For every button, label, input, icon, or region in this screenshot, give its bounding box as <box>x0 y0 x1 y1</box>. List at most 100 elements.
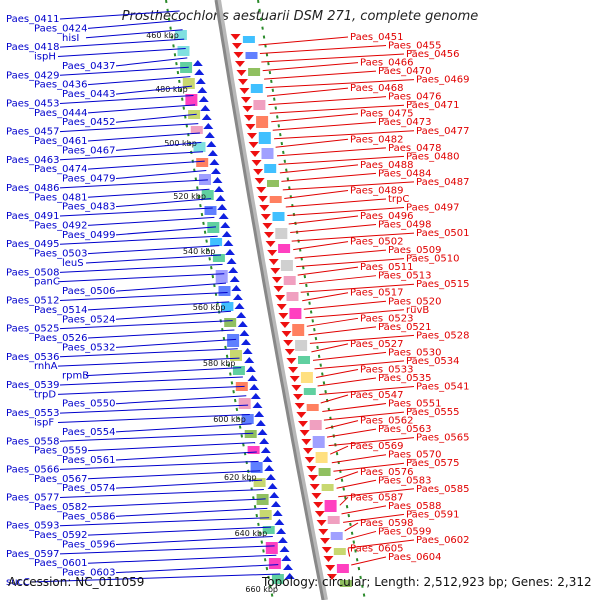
left-gene-label: Paes_0525 <box>6 320 233 335</box>
forward-gene-arrow <box>194 69 205 75</box>
cds-feature-block <box>185 94 198 106</box>
forward-gene-arrow <box>198 96 209 102</box>
label-connector-line <box>316 368 359 378</box>
gene-label-text: Paes_0515 <box>416 279 470 290</box>
label-connector-line <box>336 479 377 489</box>
forward-gene-arrow <box>214 186 225 192</box>
label-connector-line <box>59 38 185 48</box>
cds-feature-block <box>271 574 284 584</box>
left-gene-label: Paes_0597 <box>6 545 275 560</box>
label-connector-line <box>87 526 272 536</box>
cds-feature-block <box>258 132 271 144</box>
label-connector-line <box>346 530 377 540</box>
left-gene-label: leuS <box>62 254 222 269</box>
label-connector-line <box>59 207 213 217</box>
right-gene-label: Paes_0484 <box>281 168 432 182</box>
forward-gene-arrow <box>239 330 250 336</box>
label-connector-line <box>87 188 210 198</box>
label-connector-line <box>268 96 387 106</box>
reverse-gene-arrow <box>304 457 315 463</box>
cds-feature-block <box>339 580 352 587</box>
left-gene-label: Paes_0443 <box>62 85 193 100</box>
gene-label-text: Paes_0463 <box>6 155 60 166</box>
gene-label-text: Paes_0473 <box>378 117 432 128</box>
gene-label-text: Paes_0499 <box>62 230 116 241</box>
reverse-gene-arrow <box>242 106 253 112</box>
label-connector-line <box>115 338 237 348</box>
label-connector-line <box>311 343 349 353</box>
right-gene-label: Paes_0480 <box>278 151 460 165</box>
right-gene-label: Paes_0498 <box>290 220 432 234</box>
reverse-gene-arrow <box>248 142 259 148</box>
kbp-tick-label: 460 kbp <box>146 31 179 40</box>
right-gene-label: Paes_0563 <box>326 424 432 438</box>
gene-label-text: Paes_0476 <box>388 92 442 103</box>
reverse-gene-arrow <box>303 448 314 454</box>
cds-feature-block <box>265 542 278 554</box>
left-gene-label: Paes_0467 <box>62 141 202 156</box>
forward-gene-arrow <box>272 510 283 516</box>
gene-label-text: Paes_0587 <box>350 492 404 503</box>
label-connector-line <box>297 266 359 276</box>
gene-label-text: Paes_0527 <box>350 339 404 350</box>
label-connector-line <box>322 403 387 413</box>
label-connector-line <box>333 462 405 472</box>
label-connector-line <box>285 198 387 208</box>
gene-label-text: Paes_0539 <box>6 380 60 391</box>
gene-label-text: Paes_0526 <box>34 333 88 344</box>
label-connector-line <box>115 507 268 517</box>
forward-gene-arrow <box>200 105 211 111</box>
left-gene-label: Paes_0508 <box>6 263 223 278</box>
right-gene-label: Paes_0528 <box>309 330 470 344</box>
right-gene-label: Paes_0497 <box>287 202 460 216</box>
kbp-tick-label: 580 kbp <box>203 359 236 368</box>
right-gene-label: Paes_0469 <box>265 75 470 89</box>
gene-label-text: Paes_0592 <box>34 530 88 541</box>
label-connector-line <box>87 301 230 311</box>
gene-label-text: sucC <box>6 577 30 588</box>
gene-label-text: Paes_0429 <box>6 70 60 81</box>
forward-gene-arrow <box>269 492 280 498</box>
label-connector-line <box>312 351 387 361</box>
cds-feature-block <box>215 270 228 283</box>
gene-label-text: Paes_0605 <box>350 543 404 554</box>
cds-feature-block <box>318 468 331 476</box>
right-gene-label: Paes_0535 <box>317 373 432 387</box>
right-gene-label: Paes_0523 <box>306 313 414 327</box>
label-connector-line <box>299 275 377 285</box>
gene-label-text: Paes_0471 <box>406 100 460 111</box>
gene-label-text: Paes_0603 <box>62 568 116 579</box>
forward-gene-arrow <box>201 114 212 120</box>
reverse-gene-arrow <box>250 151 261 157</box>
gene-label-text: Paes_0469 <box>416 75 470 86</box>
label-connector-line <box>115 226 217 236</box>
reverse-gene-arrow <box>239 88 250 94</box>
gene-label-text: ispH <box>34 52 56 63</box>
left-gene-label: ispF <box>34 413 250 428</box>
gene-label-text: Paes_0503 <box>34 249 88 260</box>
left-gene-label: Paes_0499 <box>62 226 217 241</box>
label-connector-line <box>320 394 349 404</box>
reverse-gene-arrow <box>278 313 289 319</box>
gene-label-text: Paes_0532 <box>62 342 116 353</box>
cds-feature-block <box>238 398 251 409</box>
gene-label-text: Paes_0474 <box>34 164 88 175</box>
label-connector-line <box>296 258 405 268</box>
label-connector-line <box>59 123 199 133</box>
reverse-gene-arrow <box>283 340 294 346</box>
left-gene-label: Paes_0553 <box>6 404 249 419</box>
gene-label-text: Paes_0453 <box>6 98 60 109</box>
left-gene-label: Paes_0601 <box>34 554 277 569</box>
label-connector-line <box>59 432 254 442</box>
cds-feature-block <box>289 308 302 319</box>
right-gene-label: Paes_0605 <box>347 543 404 557</box>
gene-label-text: Paes_0496 <box>360 211 414 222</box>
label-connector-line <box>59 320 233 330</box>
gene-label-text: panC <box>34 277 60 288</box>
reverse-gene-arrow <box>233 52 244 58</box>
forward-gene-arrow <box>228 267 239 273</box>
left-gene-label: Paes_0558 <box>6 432 254 447</box>
reverse-gene-arrow <box>253 169 264 175</box>
left-gene-label: Paes_0512 <box>6 292 228 307</box>
reverse-gene-arrow <box>306 466 317 472</box>
